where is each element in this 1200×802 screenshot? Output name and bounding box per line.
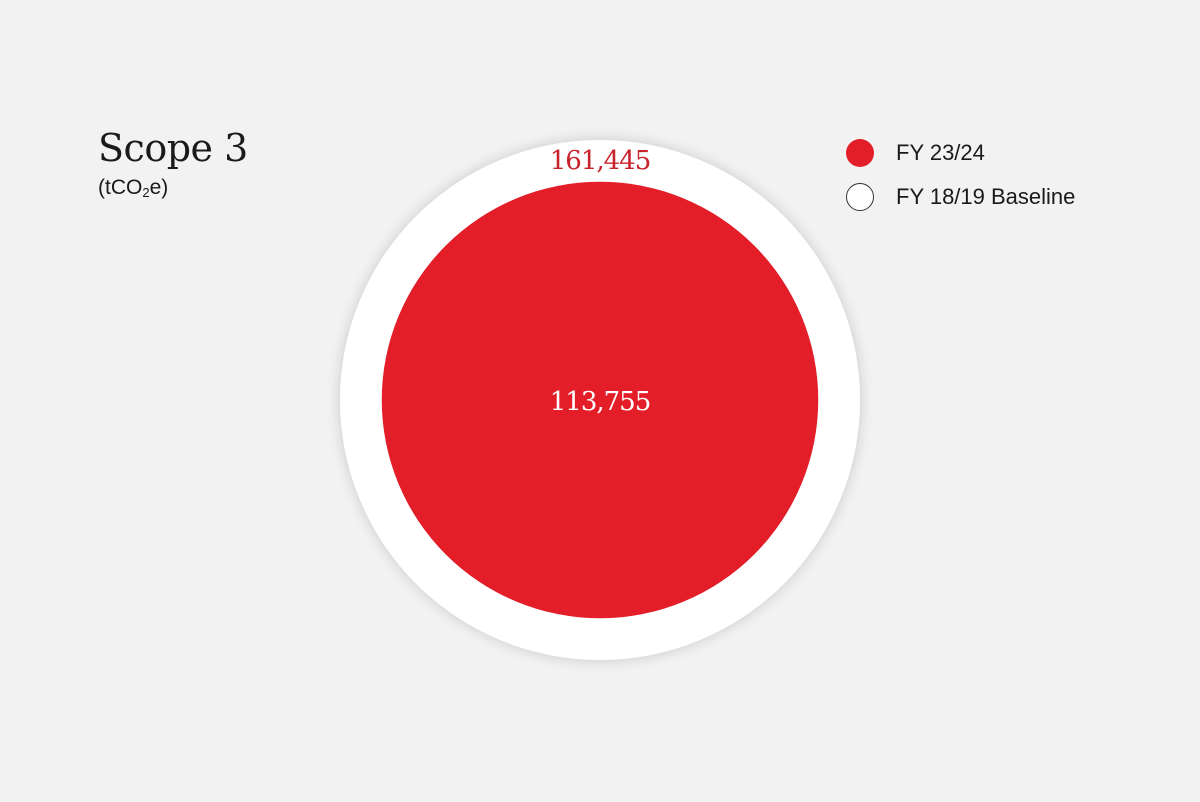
- baseline-value-label: 161,445: [550, 146, 651, 176]
- unit-suffix: e): [149, 175, 169, 199]
- current-value-label: 113,755: [550, 387, 651, 417]
- unit-label: (tCO2e): [98, 176, 248, 200]
- legend-label: FY 18/19 Baseline: [896, 184, 1076, 209]
- legend: FY 23/24 FY 18/19 Baseline: [846, 138, 1075, 226]
- unit-prefix: (tCO: [98, 175, 143, 199]
- chart-title: Scope 3: [98, 126, 248, 170]
- unit-subscript: 2: [142, 184, 150, 200]
- current-circle: [381, 181, 819, 619]
- legend-item-fy-18-19-baseline: FY 18/19 Baseline: [846, 182, 1075, 212]
- circles-group: [340, 140, 860, 660]
- title-block: Scope 3 (tCO2e): [98, 126, 248, 200]
- legend-item-fy-23-24: FY 23/24: [846, 138, 1075, 168]
- legend-swatch-filled: [846, 139, 874, 167]
- legend-label: FY 23/24: [896, 140, 985, 165]
- legend-swatch-outline: [846, 183, 874, 211]
